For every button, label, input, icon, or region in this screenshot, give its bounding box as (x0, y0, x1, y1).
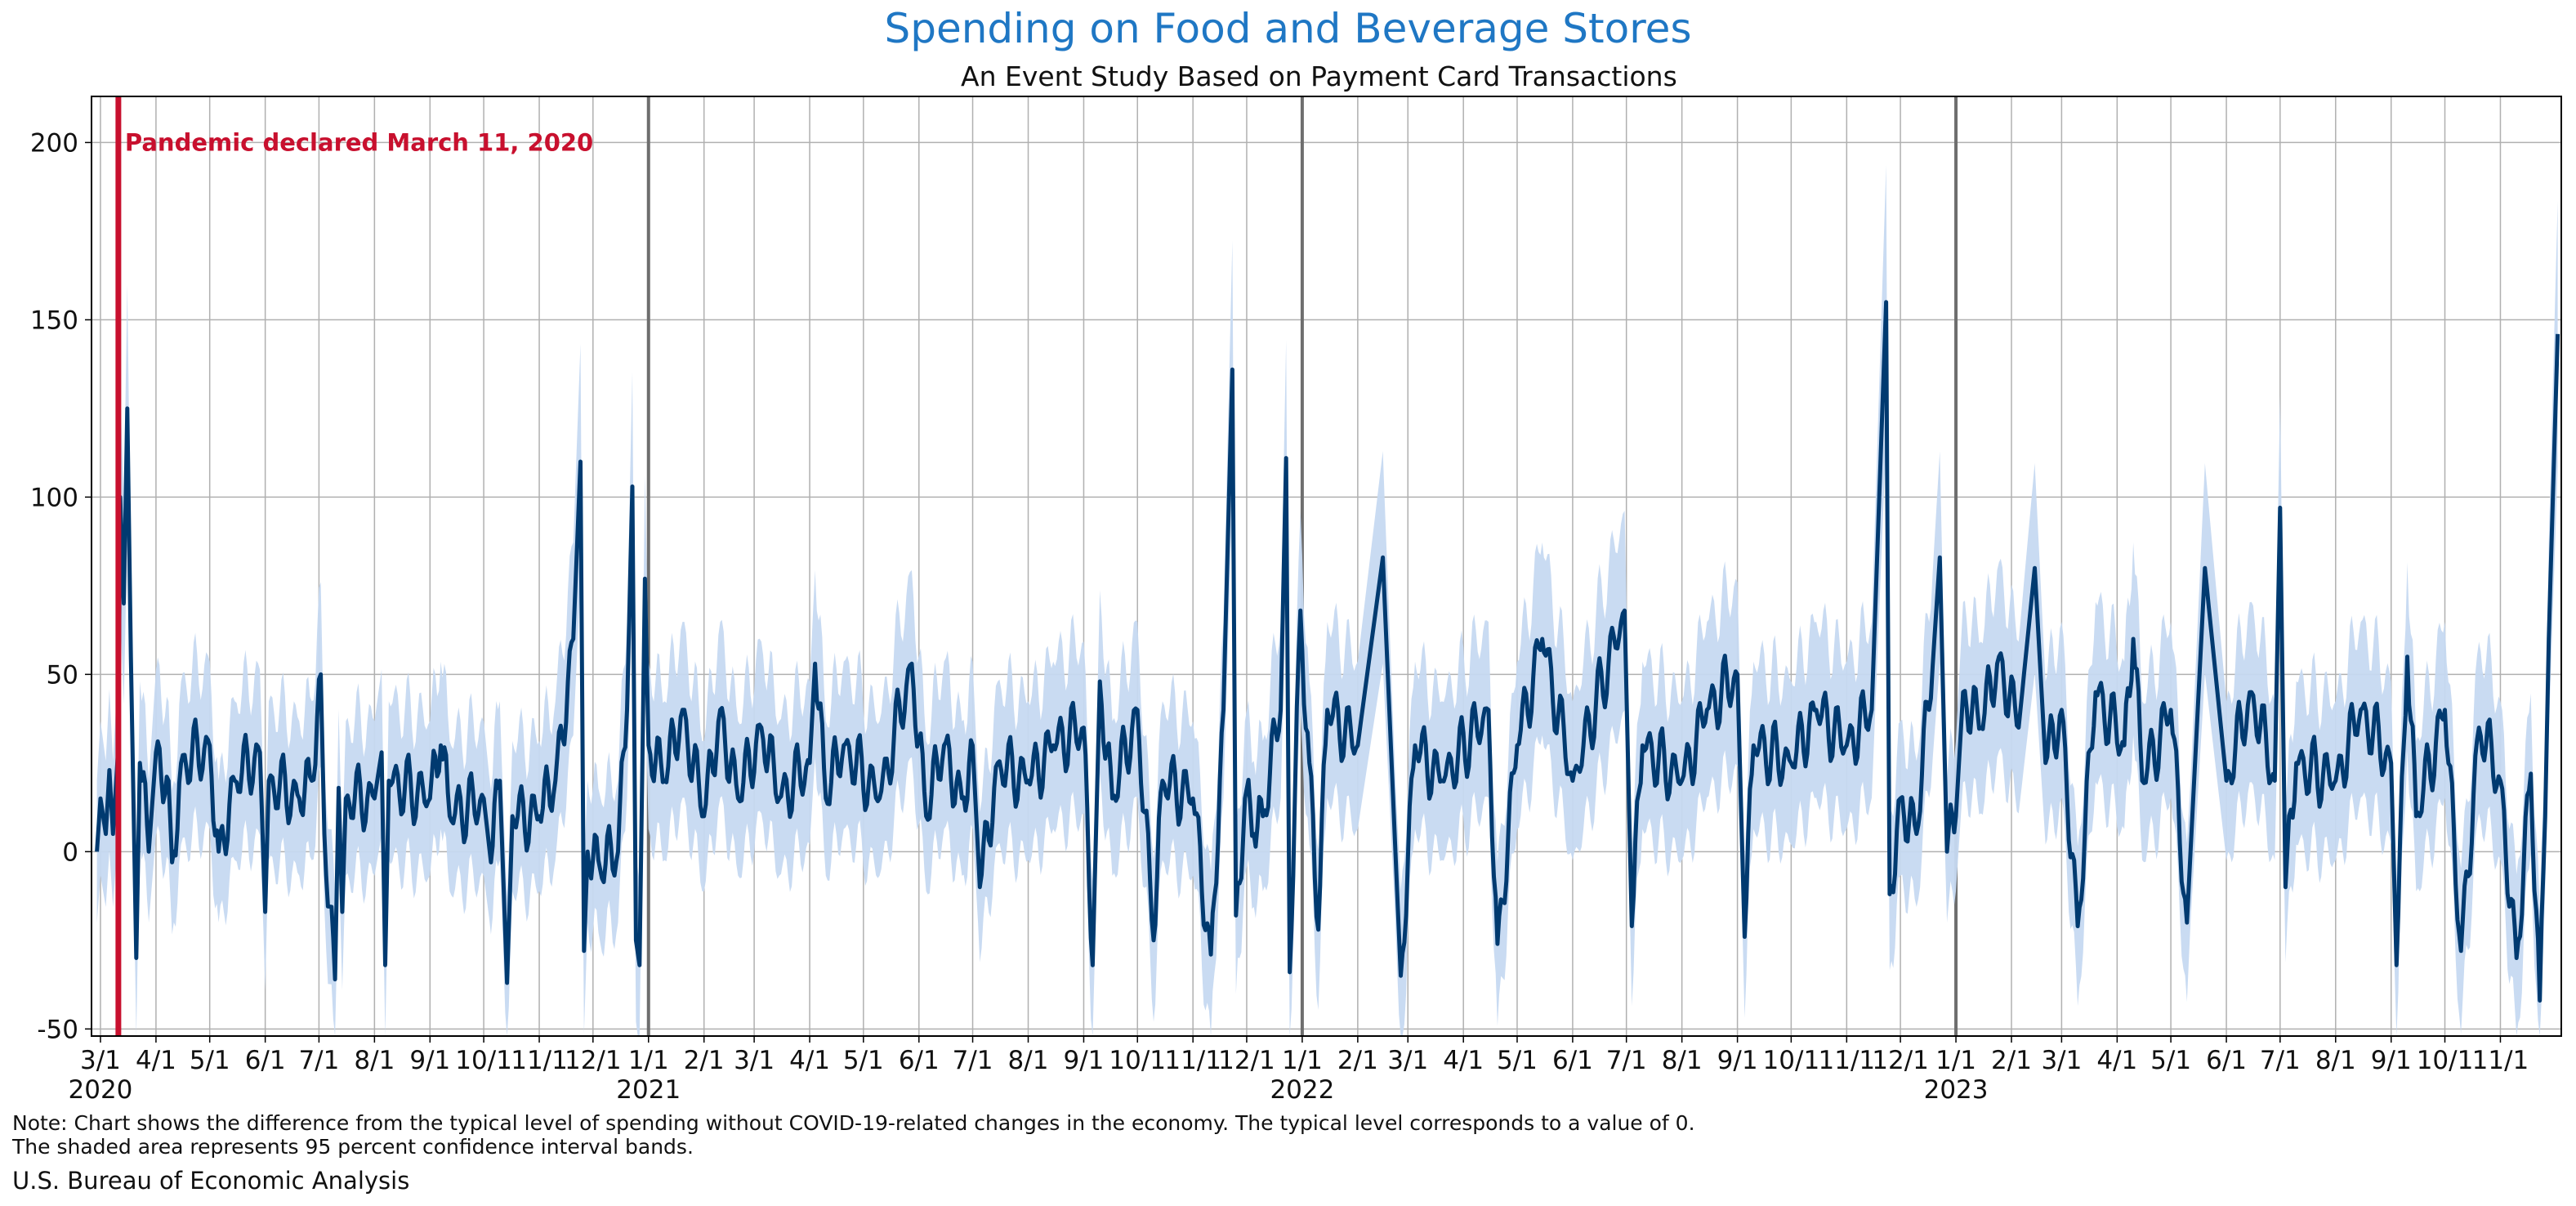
x-tick-label: 9/1 (2371, 1046, 2412, 1075)
x-tick-label: 1/1 (1282, 1046, 1323, 1075)
x-tick-label: 12/1 (1218, 1046, 1275, 1075)
plot-border (91, 96, 2562, 1037)
x-year-label: 2021 (616, 1075, 681, 1105)
y-tick-label: 150 (30, 306, 78, 335)
series-line (95, 300, 2560, 1003)
x-tick-label: 10/1 (2417, 1046, 2474, 1075)
x-tick-label: 5/1 (843, 1046, 884, 1075)
x-tick-label: 8/1 (1008, 1046, 1049, 1075)
x-tick-label: 11/1 (2472, 1046, 2529, 1075)
y-tick-label: -50 (37, 1015, 78, 1044)
x-tick-label: 10/1 (1763, 1046, 1820, 1075)
confidence-band (96, 165, 2558, 1037)
y-tick-label: 50 (47, 660, 78, 690)
x-tick-label: 8/1 (1662, 1046, 1703, 1075)
x-tick-label: 12/1 (565, 1046, 622, 1075)
x-tick-label: 3/1 (80, 1046, 121, 1075)
x-tick-label: 3/1 (734, 1046, 775, 1075)
x-tick-label: 1/1 (628, 1046, 669, 1075)
x-tick-label: 6/1 (899, 1046, 940, 1075)
x-tick-label: 5/1 (2150, 1046, 2191, 1075)
x-tick-label: 1/1 (1935, 1046, 1976, 1075)
x-tick-label: 3/1 (1387, 1046, 1428, 1075)
y-axis-ticks: -50 0 50 100 150 200 (30, 128, 92, 1044)
source-credit: U.S. Bureau of Economic Analysis (12, 1167, 410, 1195)
x-tick-label: 5/1 (190, 1046, 230, 1075)
x-tick-label: 8/1 (2315, 1046, 2356, 1075)
x-tick-label: 8/1 (354, 1046, 395, 1075)
x-tick-label: 6/1 (1552, 1046, 1593, 1075)
x-tick-label: 9/1 (1064, 1046, 1105, 1075)
x-tick-label: 2/1 (1991, 1046, 2032, 1075)
x-tick-label: 7/1 (298, 1046, 339, 1075)
x-tick-label: 12/1 (1872, 1046, 1929, 1075)
x-tick-label: 11/1 (1164, 1046, 1221, 1075)
y-tick-label: 200 (30, 128, 78, 158)
x-tick-label: 10/1 (455, 1046, 512, 1075)
x-year-label: 2020 (69, 1075, 133, 1105)
confidence-band-layer (96, 165, 2558, 1037)
x-tick-label: 6/1 (2206, 1046, 2247, 1075)
chart-subtitle: An Event Study Based on Payment Card Tra… (961, 60, 1677, 92)
x-tick-label: 7/1 (2260, 1046, 2301, 1075)
event-label: Pandemic declared March 11, 2020 (125, 128, 593, 156)
x-tick-label: 11/1 (1819, 1046, 1876, 1075)
x-tick-label: 10/1 (1109, 1046, 1166, 1075)
series-line-layer (95, 300, 2560, 1003)
x-tick-label: 11/1 (511, 1046, 568, 1075)
note-line-2: The shaded area represents 95 percent co… (12, 1135, 694, 1159)
x-tick-label: 2/1 (684, 1046, 725, 1075)
y-tick-label: 100 (30, 483, 78, 512)
x-tick-label: 6/1 (245, 1046, 286, 1075)
x-tick-label: 9/1 (1717, 1046, 1758, 1075)
note-line-1: Note: Chart shows the difference from th… (12, 1111, 1695, 1135)
plot-frame (91, 96, 2562, 1037)
x-tick-label: 4/1 (2096, 1046, 2137, 1075)
x-tick-label: 4/1 (1443, 1046, 1484, 1075)
x-tick-label: 4/1 (136, 1046, 176, 1075)
x-tick-label: 4/1 (789, 1046, 830, 1075)
x-year-label: 2023 (1924, 1075, 1989, 1105)
x-tick-label: 9/1 (409, 1046, 450, 1075)
chart-note: Note: Chart shows the difference from th… (12, 1111, 1695, 1159)
x-year-label: 2022 (1270, 1075, 1334, 1105)
chart-title: Spending on Food and Beverage Stores (884, 5, 1692, 52)
event-layer: Pandemic declared March 11, 2020 (115, 96, 593, 1036)
y-tick-label: 0 (62, 838, 78, 867)
x-tick-label: 7/1 (953, 1046, 993, 1075)
x-tick-label: 7/1 (1606, 1046, 1647, 1075)
x-tick-label: 2/1 (1337, 1046, 1378, 1075)
x-tick-label: 5/1 (1497, 1046, 1538, 1075)
x-tick-label: 3/1 (2041, 1046, 2082, 1075)
